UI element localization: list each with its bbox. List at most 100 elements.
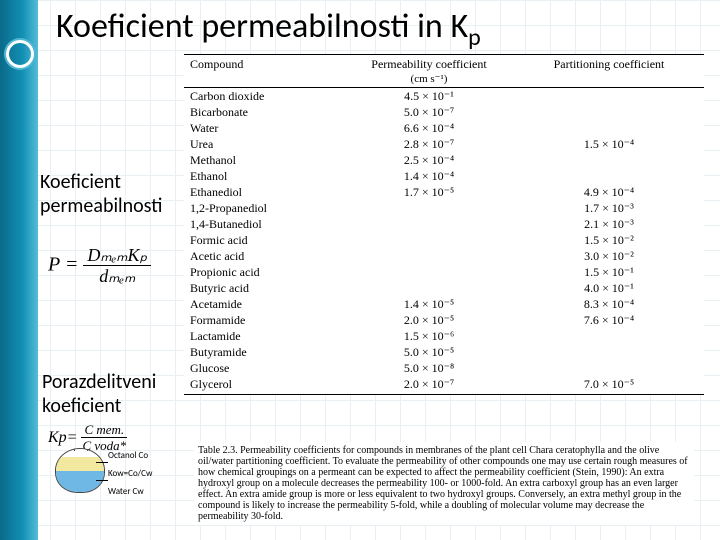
kow-water-label: Water Cw bbox=[108, 486, 152, 498]
table-row: Formic acid 1.5 × 10⁻² bbox=[184, 232, 704, 248]
cell-compound: Formamide bbox=[184, 312, 334, 328]
table-row: Butyric acid 4.0 × 10⁻¹ bbox=[184, 280, 704, 296]
col-header-text: Permeability coefficient bbox=[334, 57, 524, 72]
pointer-line bbox=[96, 462, 108, 463]
cell-partitioning bbox=[524, 104, 694, 120]
table-caption: Table 2.3. Permeability coefficients for… bbox=[194, 442, 694, 525]
table-header: Compound Permeability coefficient (cm s⁻… bbox=[184, 54, 704, 88]
cell-compound: Lactamide bbox=[184, 328, 334, 344]
pointer-line bbox=[96, 480, 108, 481]
label-line: permeabilnosti bbox=[40, 194, 190, 218]
col-header-partitioning: Partitioning coefficient bbox=[524, 57, 694, 85]
cell-partitioning: 1.5 × 10⁻¹ bbox=[524, 264, 694, 280]
formula-denominator: dₘₑₘ bbox=[95, 266, 139, 286]
col-header-compound: Compound bbox=[184, 57, 334, 85]
label-line: Porazdelitveni bbox=[42, 370, 192, 394]
cell-permeability bbox=[334, 216, 524, 232]
slide-title: Koeficient permeabilnosti in Kp bbox=[56, 6, 481, 52]
cell-partitioning bbox=[524, 344, 694, 360]
label-line: Koeficient bbox=[40, 170, 190, 194]
formula-permeability: P = DₘₑₘKₚ dₘₑₘ bbox=[48, 245, 151, 287]
formula-lhs: Kp= bbox=[48, 429, 77, 447]
table-row: Water6.6 × 10⁻⁴ bbox=[184, 120, 704, 136]
cell-partitioning: 7.0 × 10⁻⁵ bbox=[524, 376, 694, 392]
cell-partitioning: 2.1 × 10⁻³ bbox=[524, 216, 694, 232]
cell-permeability bbox=[334, 264, 524, 280]
table-row: Carbon dioxide4.5 × 10⁻¹ bbox=[184, 88, 704, 104]
cell-partitioning bbox=[524, 120, 694, 136]
table-row: Formamide2.0 × 10⁻⁵7.6 × 10⁻⁴ bbox=[184, 312, 704, 328]
table-row: Urea2.8 × 10⁻⁷1.5 × 10⁻⁴ bbox=[184, 136, 704, 152]
table-row: Ethanediol1.7 × 10⁻⁵4.9 × 10⁻⁴ bbox=[184, 184, 704, 200]
table-row: Methanol2.5 × 10⁻⁴ bbox=[184, 152, 704, 168]
data-table: Compound Permeability coefficient (cm s⁻… bbox=[184, 54, 704, 395]
table-row: 1,4-Butanediol2.1 × 10⁻³ bbox=[184, 216, 704, 232]
cell-partitioning bbox=[524, 360, 694, 376]
table-row: Lactamide1.5 × 10⁻⁶ bbox=[184, 328, 704, 344]
table-row: Acetic acid 3.0 × 10⁻² bbox=[184, 248, 704, 264]
cell-permeability: 1.4 × 10⁻⁵ bbox=[334, 296, 524, 312]
cell-compound: Bicarbonate bbox=[184, 104, 334, 120]
cell-permeability: 5.0 × 10⁻⁵ bbox=[334, 344, 524, 360]
cell-permeability: 2.5 × 10⁻⁴ bbox=[334, 152, 524, 168]
cell-partitioning: 1.5 × 10⁻² bbox=[524, 232, 694, 248]
label-line: koeficient bbox=[42, 394, 192, 418]
cell-compound: Acetamide bbox=[184, 296, 334, 312]
cell-compound: Urea bbox=[184, 136, 334, 152]
cell-partitioning bbox=[524, 168, 694, 184]
cell-partitioning bbox=[524, 328, 694, 344]
cell-compound: Ethanol bbox=[184, 168, 334, 184]
cell-compound: Formic acid bbox=[184, 232, 334, 248]
table-row: Ethanol1.4 × 10⁻⁴ bbox=[184, 168, 704, 184]
table-row: Glycerol2.0 × 10⁻⁷7.0 × 10⁻⁵ bbox=[184, 376, 704, 392]
col-header-unit: (cm s⁻¹) bbox=[334, 72, 524, 85]
table-row: Bicarbonate5.0 × 10⁻⁷ bbox=[184, 104, 704, 120]
cell-compound: Methanol bbox=[184, 152, 334, 168]
cell-permeability bbox=[334, 200, 524, 216]
kow-equation: Kow=Co/Cw bbox=[108, 468, 152, 480]
cell-permeability bbox=[334, 248, 524, 264]
kow-labels: Octanol Co Kow=Co/Cw Water Cw bbox=[108, 450, 152, 504]
cell-permeability: 4.5 × 10⁻¹ bbox=[334, 88, 524, 104]
title-text: Koeficient permeabilnosti in K bbox=[56, 6, 468, 47]
formula-lhs: P = bbox=[48, 254, 78, 276]
title-subscript: p bbox=[468, 23, 481, 52]
cell-compound: Water bbox=[184, 120, 334, 136]
table-row: 1,2-Propanediol1.7 × 10⁻³ bbox=[184, 200, 704, 216]
cell-compound: Butyric acid bbox=[184, 280, 334, 296]
cell-compound: Butyramide bbox=[184, 344, 334, 360]
cell-compound: Propionic acid bbox=[184, 264, 334, 280]
table-row: Glucose5.0 × 10⁻⁸ bbox=[184, 360, 704, 376]
cell-permeability: 2.8 × 10⁻⁷ bbox=[334, 136, 524, 152]
slide-ribbon bbox=[0, 0, 38, 540]
cell-compound: Acetic acid bbox=[184, 248, 334, 264]
table-row: Acetamide1.4 × 10⁻⁵8.3 × 10⁻⁴ bbox=[184, 296, 704, 312]
cell-partitioning: 1.5 × 10⁻⁴ bbox=[524, 136, 694, 152]
cell-permeability: 6.6 × 10⁻⁴ bbox=[334, 120, 524, 136]
label-permeability-coef: Koeficient permeabilnosti bbox=[40, 170, 190, 218]
cell-permeability: 1.4 × 10⁻⁴ bbox=[334, 168, 524, 184]
cell-permeability bbox=[334, 280, 524, 296]
formula-numerator: C mem. bbox=[81, 422, 127, 438]
cell-permeability: 1.5 × 10⁻⁶ bbox=[334, 328, 524, 344]
table-row: Butyramide5.0 × 10⁻⁵ bbox=[184, 344, 704, 360]
cell-partitioning: 3.0 × 10⁻² bbox=[524, 248, 694, 264]
cell-compound: Glucose bbox=[184, 360, 334, 376]
cell-partitioning: 4.9 × 10⁻⁴ bbox=[524, 184, 694, 200]
label-partition-coef: Porazdelitveni koeficient bbox=[42, 370, 192, 418]
table-body: Carbon dioxide4.5 × 10⁻¹Bicarbonate5.0 ×… bbox=[184, 88, 704, 395]
cell-permeability: 5.0 × 10⁻⁷ bbox=[334, 104, 524, 120]
cell-permeability: 1.7 × 10⁻⁵ bbox=[334, 184, 524, 200]
cell-permeability: 5.0 × 10⁻⁸ bbox=[334, 360, 524, 376]
cell-partitioning bbox=[524, 152, 694, 168]
cell-partitioning bbox=[524, 88, 694, 104]
cell-permeability: 2.0 × 10⁻⁵ bbox=[334, 312, 524, 328]
cell-partitioning: 7.6 × 10⁻⁴ bbox=[524, 312, 694, 328]
cell-partitioning: 4.0 × 10⁻¹ bbox=[524, 280, 694, 296]
kow-flask-diagram bbox=[55, 448, 105, 493]
kow-octanol-label: Octanol Co bbox=[108, 450, 152, 462]
cell-permeability: 2.0 × 10⁻⁷ bbox=[334, 376, 524, 392]
formula-numerator: DₘₑₘKₚ bbox=[83, 245, 151, 266]
cell-compound: Ethanediol bbox=[184, 184, 334, 200]
cell-compound: Glycerol bbox=[184, 376, 334, 392]
